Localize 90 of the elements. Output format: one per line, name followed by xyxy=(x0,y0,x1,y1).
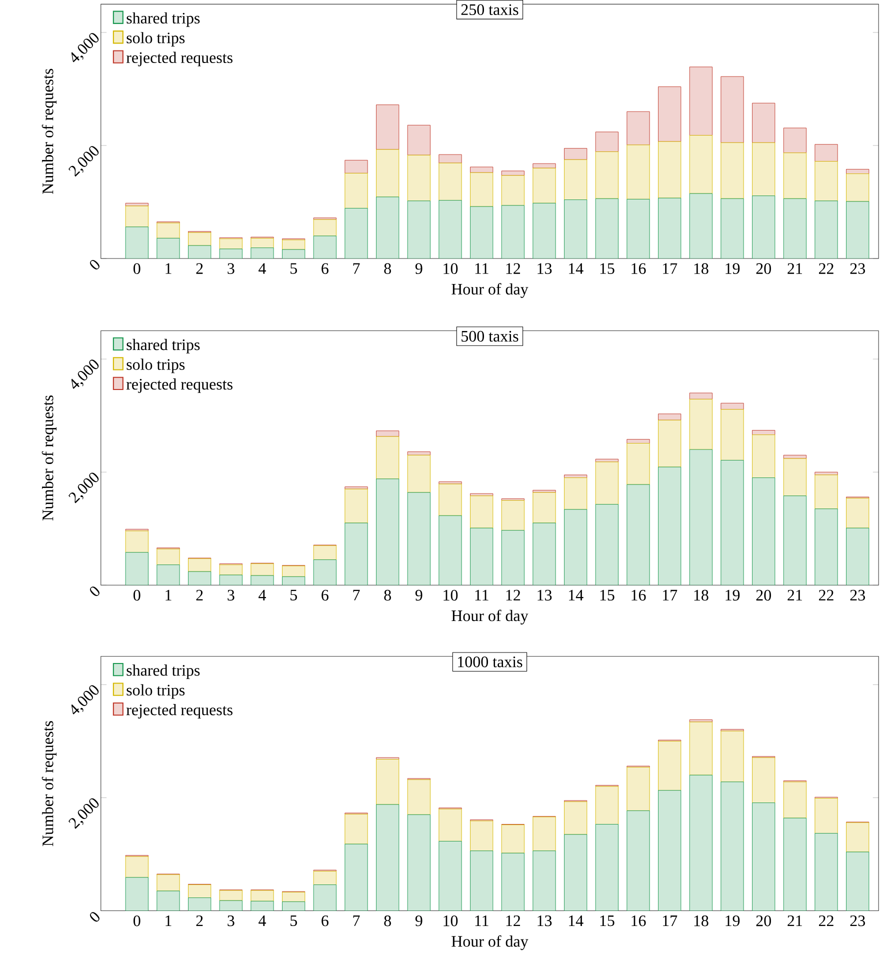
x-tick-label: 2 xyxy=(196,263,203,274)
x-tick-label: 0 xyxy=(134,590,140,601)
x-tick-label: 18 xyxy=(694,590,708,601)
x-axis-title: Hour of day xyxy=(452,935,528,950)
x-tick-label: 5 xyxy=(290,263,298,274)
x-tick-label: 22 xyxy=(819,590,834,600)
x-tick-label: 19 xyxy=(726,263,740,274)
chart-title: 500 taxis xyxy=(462,330,518,342)
x-tick-label: 4 xyxy=(258,590,266,600)
x-tick-label: 22 xyxy=(819,915,834,926)
x-tick-label: 4 xyxy=(258,263,266,274)
x-tick-label: 15 xyxy=(600,915,614,926)
x-tick-label: 19 xyxy=(726,915,740,926)
x-tick-label: 11 xyxy=(475,263,488,274)
x-tick-label: 15 xyxy=(600,263,614,274)
x-tick-label: 14 xyxy=(569,915,584,926)
x-tick-label: 3 xyxy=(228,590,234,601)
x-tick-label: 20 xyxy=(756,590,772,601)
chart-title: 1000 taxis xyxy=(458,656,522,668)
x-tick-label: 0 xyxy=(134,263,140,274)
x-tick-label: 10 xyxy=(444,263,458,274)
x-tick-label: 17 xyxy=(663,590,678,600)
x-tick-label: 0 xyxy=(134,915,140,926)
x-tick-label: 4 xyxy=(258,915,266,926)
x-tick-label: 10 xyxy=(444,915,458,926)
x-tick-label: 22 xyxy=(819,263,834,274)
x-axis-title: Hour of day xyxy=(452,283,528,298)
legend-label: shared trips xyxy=(126,12,200,27)
legend-label: rejected requests xyxy=(126,704,233,719)
x-tick-label: 5 xyxy=(290,590,298,600)
x-tick-label: 2 xyxy=(196,590,203,600)
y-axis-title: Number of requests xyxy=(42,68,57,194)
x-tick-label: 1 xyxy=(166,263,172,274)
legend-label: shared trips xyxy=(126,664,200,680)
x-tick-label: 18 xyxy=(694,915,708,926)
x-tick-label: 2 xyxy=(196,915,203,926)
legend-label: solo trips xyxy=(126,358,185,374)
x-tick-label: 12 xyxy=(506,915,520,926)
x-tick-label: 23 xyxy=(850,590,866,601)
x-tick-label: 14 xyxy=(569,263,584,274)
x-tick-label: 14 xyxy=(569,590,584,600)
x-tick-label: 3 xyxy=(228,915,234,926)
x-tick-label: 20 xyxy=(756,263,772,274)
x-tick-label: 13 xyxy=(538,915,552,926)
x-tick-label: 6 xyxy=(322,590,328,601)
x-tick-label: 16 xyxy=(632,263,646,274)
x-tick-label: 7 xyxy=(353,590,360,600)
x-tick-label: 16 xyxy=(632,915,646,926)
chart-title: 250 taxis xyxy=(461,4,518,16)
x-tick-label: 3 xyxy=(228,263,234,274)
x-tick-label: 8 xyxy=(384,263,392,274)
x-tick-label: 15 xyxy=(600,590,614,601)
x-tick-label: 13 xyxy=(538,263,552,274)
y-axis-title: Number of requests xyxy=(42,396,57,521)
x-tick-label: 23 xyxy=(850,915,866,926)
x-tick-label: 9 xyxy=(415,915,422,926)
x-tick-label: 21 xyxy=(788,263,802,274)
x-tick-label: 12 xyxy=(506,590,520,600)
x-tick-label: 23 xyxy=(850,263,866,274)
x-tick-label: 1 xyxy=(166,590,172,600)
x-tick-label: 21 xyxy=(788,590,802,600)
x-tick-label: 10 xyxy=(444,590,458,601)
legend-label: solo trips xyxy=(126,684,185,699)
y-axis-title: Number of requests xyxy=(42,721,57,846)
x-tick-label: 13 xyxy=(538,590,552,601)
x-tick-label: 17 xyxy=(663,263,678,274)
x-tick-label: 6 xyxy=(322,263,328,274)
legend-label: shared trips xyxy=(126,338,200,354)
x-axis-title: Hour of day xyxy=(452,610,528,624)
x-tick-label: 12 xyxy=(506,263,520,274)
x-tick-label: 9 xyxy=(415,263,422,274)
x-tick-label: 8 xyxy=(384,915,392,926)
legend-label: rejected requests xyxy=(126,52,233,66)
legend-label: rejected requests xyxy=(126,378,233,393)
x-tick-label: 6 xyxy=(322,915,328,926)
x-tick-label: 11 xyxy=(475,915,488,926)
legend-label: solo trips xyxy=(126,32,185,47)
x-tick-label: 21 xyxy=(788,915,802,926)
x-tick-label: 1 xyxy=(166,915,172,926)
x-tick-label: 16 xyxy=(632,590,646,601)
x-tick-label: 18 xyxy=(694,263,708,274)
x-tick-label: 7 xyxy=(353,915,360,926)
x-tick-label: 20 xyxy=(756,915,772,926)
x-tick-label: 7 xyxy=(353,263,360,274)
x-tick-label: 9 xyxy=(415,590,422,601)
x-tick-label: 11 xyxy=(475,590,488,600)
x-tick-label: 5 xyxy=(290,915,298,926)
x-tick-label: 19 xyxy=(726,590,740,601)
x-tick-label: 8 xyxy=(384,590,392,601)
x-tick-label: 17 xyxy=(663,915,678,926)
